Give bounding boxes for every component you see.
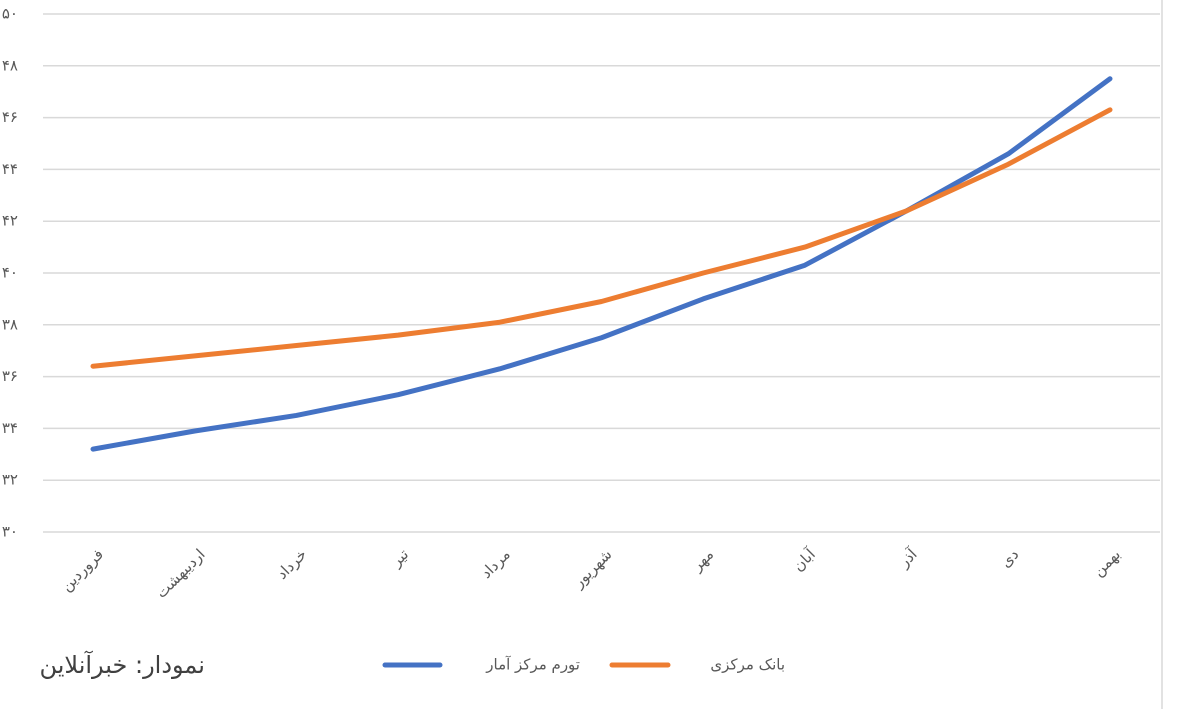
y-tick-label: ۳۶ xyxy=(2,367,18,385)
y-tick-label: ۳۲ xyxy=(2,471,18,489)
series-line xyxy=(90,76,1113,452)
y-tick-label: ۴۸ xyxy=(2,56,18,74)
x-tick-label: آذر xyxy=(894,545,921,572)
x-tick-label: آبان xyxy=(789,545,819,575)
x-tick-label: فروردین xyxy=(57,545,107,595)
x-tick-label: شهریور xyxy=(569,545,616,592)
x-tick-label: تیر xyxy=(387,545,412,570)
y-tick-label: ۳۸ xyxy=(2,315,18,333)
x-tick-label: مرداد xyxy=(477,545,514,582)
y-tick-label: ۴۲ xyxy=(2,212,18,230)
y-tick-label: ۴۰ xyxy=(2,264,18,282)
y-tick-label: ۳۰ xyxy=(2,523,18,541)
x-tick-label: بهمن xyxy=(1089,545,1124,580)
x-tick-label: اردیبهشت xyxy=(152,545,208,601)
y-tick-label: ۴۴ xyxy=(2,160,18,178)
x-tick-label: مهر xyxy=(687,545,717,575)
x-tick-label: خرداد xyxy=(273,545,311,583)
legend-label: بانک مرکزی xyxy=(710,656,785,674)
y-tick-label: ۴۶ xyxy=(2,108,18,126)
source-note: نمودار: خبرآنلاین xyxy=(39,650,205,679)
y-tick-label: ۳۴ xyxy=(2,419,18,437)
series-line xyxy=(90,107,1113,369)
x-tick-label: دی xyxy=(997,545,1023,571)
legend-label: تورم مرکز آمار xyxy=(485,656,580,674)
y-tick-label: ۵۰ xyxy=(2,5,18,23)
